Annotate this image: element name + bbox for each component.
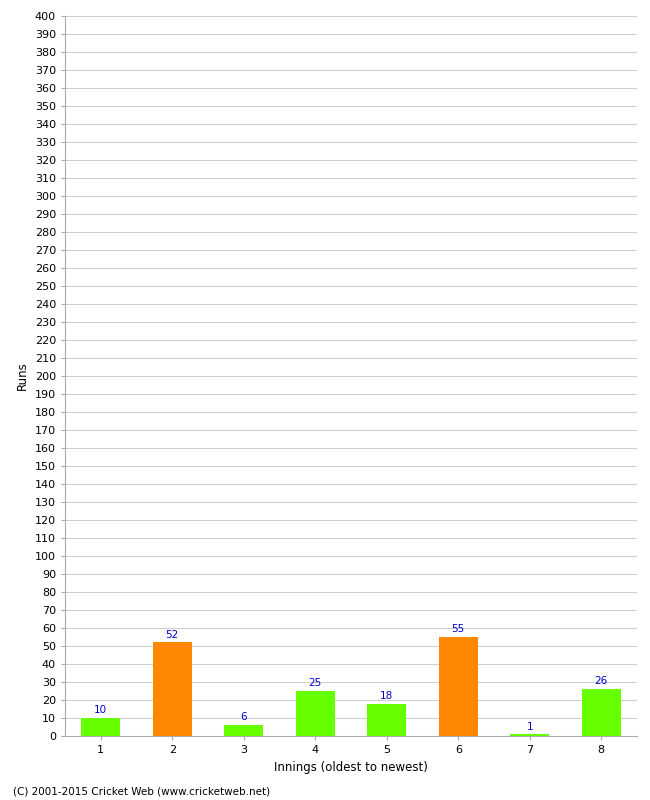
- Bar: [153, 642, 192, 736]
- Bar: [224, 726, 263, 736]
- Text: 10: 10: [94, 706, 107, 715]
- Text: 1: 1: [526, 722, 533, 731]
- Bar: [296, 691, 335, 736]
- Text: 6: 6: [240, 713, 247, 722]
- Bar: [582, 690, 621, 736]
- Y-axis label: Runs: Runs: [16, 362, 29, 390]
- Text: 52: 52: [166, 630, 179, 640]
- Bar: [81, 718, 120, 736]
- Text: 26: 26: [595, 677, 608, 686]
- Text: 25: 25: [309, 678, 322, 688]
- Bar: [439, 637, 478, 736]
- Text: 55: 55: [452, 624, 465, 634]
- Text: (C) 2001-2015 Cricket Web (www.cricketweb.net): (C) 2001-2015 Cricket Web (www.cricketwe…: [13, 786, 270, 796]
- Text: 18: 18: [380, 691, 393, 701]
- X-axis label: Innings (oldest to newest): Innings (oldest to newest): [274, 761, 428, 774]
- Bar: [510, 734, 549, 736]
- Bar: [367, 704, 406, 736]
